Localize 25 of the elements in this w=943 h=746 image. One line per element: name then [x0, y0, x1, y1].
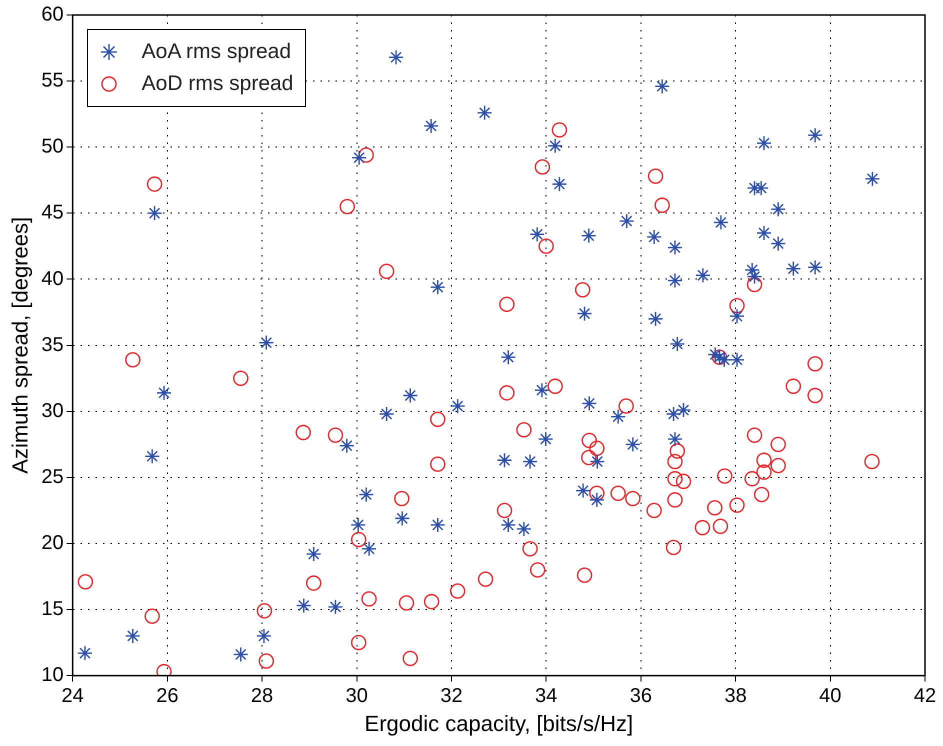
y-tick-label: 20: [41, 532, 64, 554]
y-tick-label: 60: [41, 4, 64, 26]
y-tick-label: 25: [41, 466, 64, 488]
y-tick-label: 50: [41, 136, 64, 158]
legend-label: AoD rms spread: [142, 72, 294, 96]
x-tick-label: 26: [156, 685, 178, 708]
y-tick-label: 15: [41, 598, 64, 620]
x-tick-label: 38: [724, 685, 747, 708]
y-tick-label: 40: [41, 268, 64, 290]
y-tick-label: 45: [41, 202, 64, 224]
x-tick-label: 42: [914, 685, 936, 708]
y-tick-label: 30: [41, 400, 64, 422]
y-tick-label: 55: [41, 70, 64, 92]
x-tick-label: 36: [630, 685, 652, 708]
x-axis-title: Ergodic capacity, [bits/s/Hz]: [364, 710, 634, 736]
y-tick-label: 35: [41, 334, 64, 356]
x-tick-label: 34: [535, 685, 558, 708]
x-tick-label: 32: [440, 685, 463, 708]
y-axis-title: Azimuth spread, [degrees]: [7, 216, 32, 474]
y-tick-label: 10: [41, 664, 64, 686]
x-tick-label: 40: [819, 685, 842, 708]
x-tick-label: 30: [346, 685, 368, 708]
x-tick-label: 28: [250, 685, 274, 708]
legend-label: AoA rms spread: [142, 40, 292, 64]
x-tick-label: 24: [62, 685, 84, 708]
